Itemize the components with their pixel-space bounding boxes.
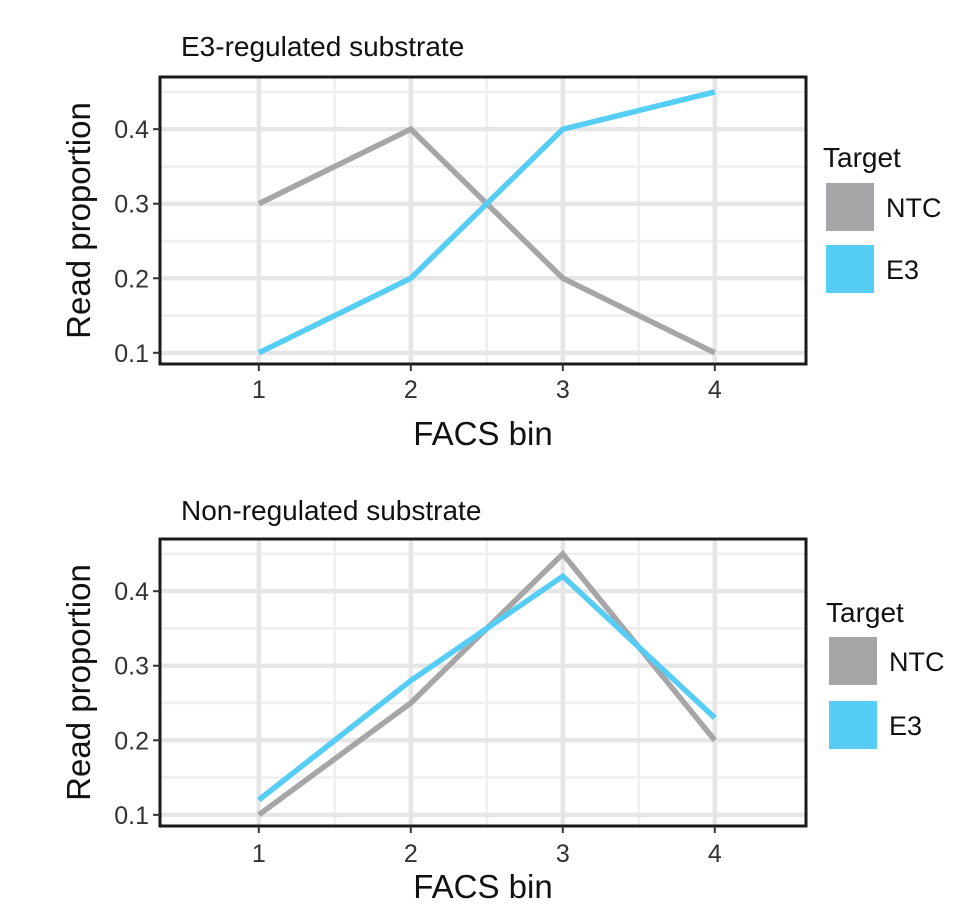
y-tick-label: 0.2 [114, 265, 149, 293]
legend-title: Target [823, 142, 901, 173]
y-tick-label: 0.3 [114, 191, 149, 219]
x-tick-label: 2 [404, 376, 418, 404]
y-tick-label: 0.1 [114, 802, 149, 830]
x-axis-title: FACS bin [413, 415, 552, 452]
x-tick-label: 2 [404, 840, 418, 868]
plot-border [158, 75, 808, 366]
y-tick-label: 0.4 [114, 116, 149, 144]
legend-key-e3 [826, 245, 874, 293]
series-line-e3 [257, 89, 716, 356]
y-axis-title: Read proportion [60, 564, 97, 801]
legend-label-ntc: NTC [886, 193, 942, 223]
legend-label-e3: E3 [886, 255, 919, 285]
chart-panel-2: 0.1 0.2 0.3 0.4 1 2 3 4 Non-regulated substrate F… [60, 495, 945, 905]
chart-title: E3-regulated substrate [181, 31, 464, 62]
legend-key-ntc [826, 183, 874, 231]
x-tick-label: 1 [252, 376, 266, 404]
legend-key-e3 [829, 701, 877, 749]
legend: Target NTC E3 [826, 597, 945, 749]
legend-key-ntc [829, 637, 877, 685]
legend-label-ntc: NTC [889, 647, 945, 677]
x-tick-label: 3 [556, 840, 570, 868]
x-axis-title: FACS bin [413, 868, 552, 905]
legend-label-e3: E3 [889, 711, 922, 741]
chart-title: Non-regulated substrate [181, 495, 481, 526]
legend: Target NTC E3 [823, 142, 942, 293]
y-tick-label: 0.2 [114, 727, 149, 755]
x-tick-label: 3 [556, 376, 570, 404]
plot-border [158, 537, 808, 828]
y-axis-title: Read proportion [60, 102, 97, 339]
y-tick-label: 0.3 [114, 653, 149, 681]
y-tick-label: 0.4 [114, 578, 149, 606]
chart-panel-1: 0.1 0.2 0.3 0.4 1 2 3 4 E3-regulated substrate FA… [60, 31, 942, 452]
x-tick-label: 1 [252, 840, 266, 868]
legend-title: Target [826, 597, 904, 628]
y-tick-label: 0.1 [114, 340, 149, 368]
x-tick-label: 4 [708, 840, 722, 868]
series-line-e3 [257, 572, 717, 803]
x-tick-label: 4 [708, 376, 722, 404]
